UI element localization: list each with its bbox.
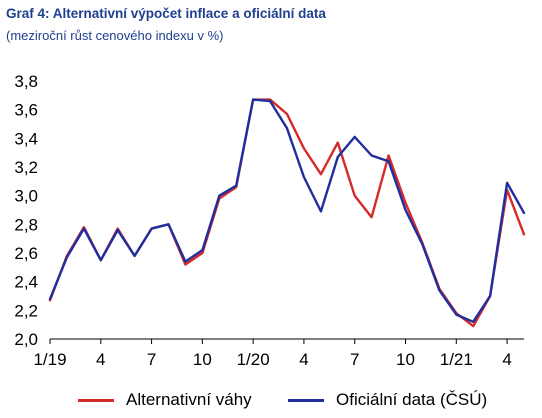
y-tick-label: 3,2 [14,158,38,177]
legend-swatch-oficialni-data [288,398,324,402]
y-tick-label: 2,6 [14,244,38,263]
y-tick-label: 2,0 [14,330,38,349]
x-tick-label: 7 [147,350,156,369]
x-tick-label: 1/19 [33,350,66,369]
legend: Alternativní váhy Oficiální data (ČSÚ) [0,386,542,414]
y-tick-label: 3,8 [14,72,38,91]
x-tick-label: 10 [193,350,212,369]
x-tick-label: 4 [96,350,105,369]
y-tick-label: 3,4 [14,129,38,148]
chart-title: Graf 4: Alternativní výpočet inflace a o… [6,6,326,21]
legend-item-oficialni-data: Oficiální data (ČSÚ) [288,386,487,414]
y-axis: 2,0 2,2 2,4 2,6 2,8 3,0 3,2 3,4 3,6 3,8 [14,72,38,349]
y-tick-label: 3,0 [14,187,38,206]
x-axis: 1/19 4 7 10 1/20 4 7 10 1/21 4 [33,339,512,369]
line-chart: 2,02,22,42,62,83,03,23,43,63,8 1/19 4 7 10 1… [14,72,526,369]
series-line-oficialni-data [48,98,526,323]
x-tick-label: 10 [396,350,415,369]
y-tick-label: 2,2 [14,301,38,320]
x-tick-label: 4 [502,350,511,369]
legend-item-alternativni-vahy: Alternativní váhy [78,386,252,414]
x-tick-label: 7 [350,350,359,369]
x-tick-label: 4 [299,350,308,369]
chart-subtitle: (meziroční růst cenového indexu v %) [6,28,224,43]
series-group [48,98,526,328]
legend-swatch-alternativni-vahy [78,398,114,402]
x-tick-label: 1/20 [237,350,270,369]
legend-label-oficialni-data: Oficiální data (ČSÚ) [336,390,488,409]
series-line-alternativni-vahy [48,98,526,328]
x-tick-label: 1/21 [440,350,473,369]
y-tick-label: 2,8 [14,215,38,234]
legend-label-alternativni-vahy: Alternativní váhy [126,390,252,409]
y-tick-label: 3,6 [14,101,38,120]
y-tick-label: 2,4 [14,273,38,292]
